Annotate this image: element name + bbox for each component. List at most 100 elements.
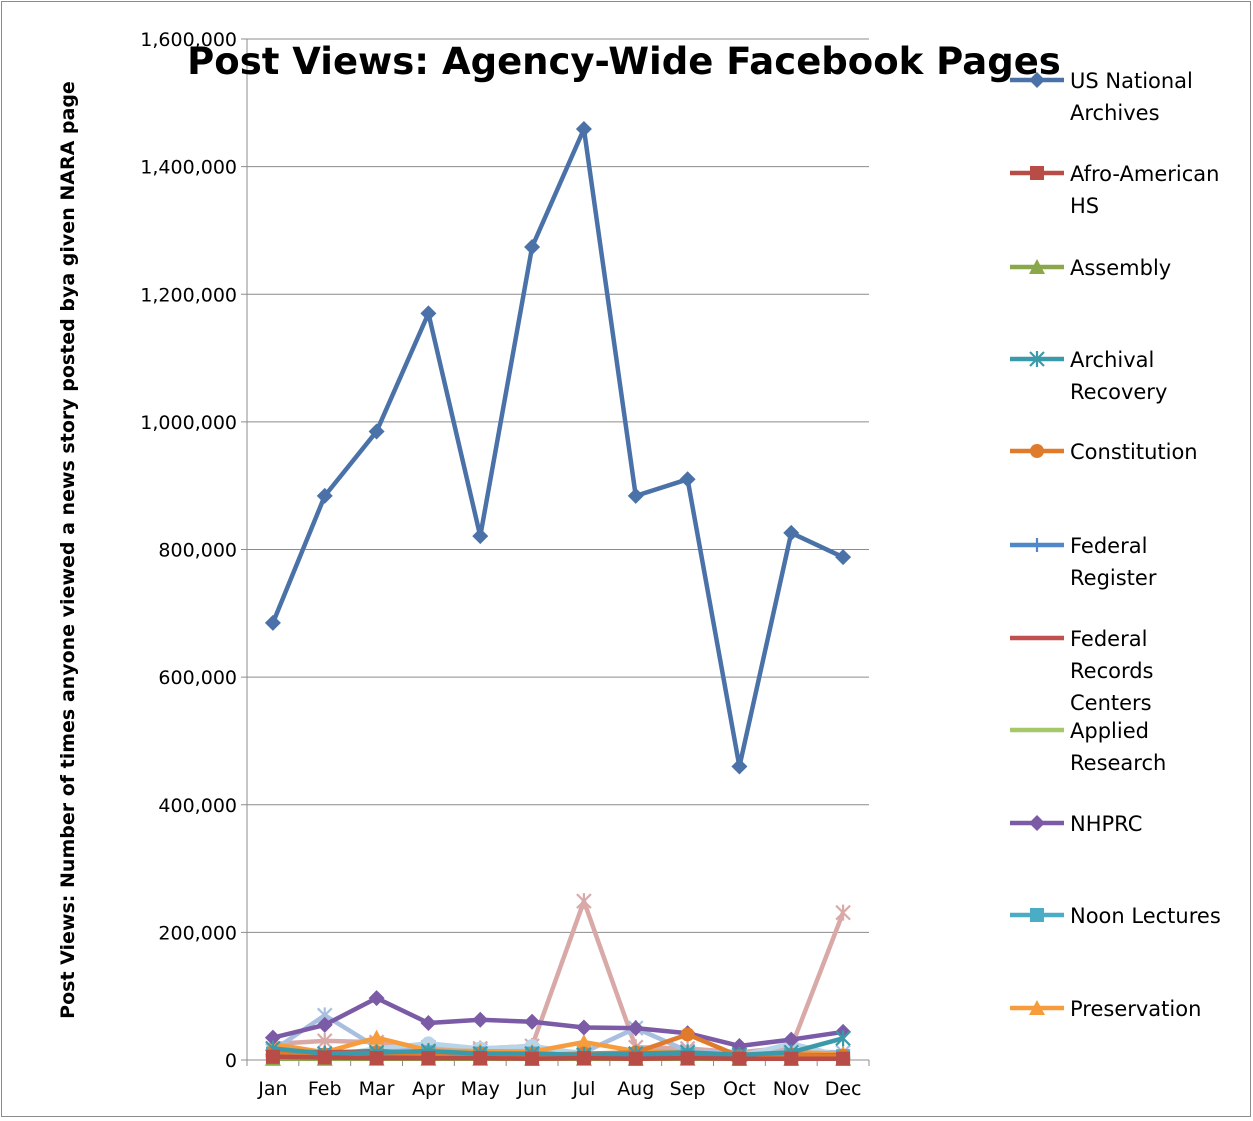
series-line [272,1036,844,1058]
data-point [1030,444,1044,458]
data-point [680,1051,695,1066]
legend-entry: US National Archives [1010,69,1193,125]
x-tick-label: Dec [825,1078,862,1100]
data-point [525,1051,540,1066]
data-point [784,1051,799,1066]
series-line [272,898,846,1055]
legend-label: Afro-American HS [1070,162,1219,218]
data-point [369,1051,384,1066]
legend-entry: Applied Research [1010,719,1166,775]
data-point [1029,259,1045,274]
data-point [627,487,644,504]
x-tick-label: Jan [257,1078,287,1100]
chart-title: Post Views: Agency-Wide Facebook Pages [187,40,1061,83]
y-tick-label: 1,000,000 [140,412,237,434]
legend-entry: Afro-American HS [1010,162,1219,218]
legend-label: US National Archives [1070,69,1193,125]
x-tick-label: Aug [617,1078,654,1100]
data-point [1029,72,1045,88]
x-tick-label: Apr [412,1078,445,1100]
y-tick-labels: 0 200,000 400,000 600,000 800,000 1,000,000 1,… [140,29,247,1072]
data-point [835,549,852,566]
gridlines [247,38,869,933]
y-tick-label: 1,600,000 [140,29,237,51]
legend-label: Preservation [1070,997,1201,1021]
data-point [524,1013,541,1030]
legend-entry: Archival Recovery [1010,348,1167,404]
series-line [270,126,845,769]
series-line [272,995,844,1049]
y-tick-label: 600,000 [158,667,237,689]
legend-entry: Federal Records Centers [1010,627,1154,715]
y-tick-label: 400,000 [158,795,237,817]
data-point [420,1014,437,1031]
legend-label: Constitution [1070,440,1198,464]
x-tick-labels: Jan Feb Mar Apr May Jun Jul Aug Sep Oct Nov Dec [246,1060,870,1100]
data-point [472,1011,489,1028]
data-point [1030,538,1044,552]
legend: US National Archives Afro-American HS Assemb… [1010,69,1221,1021]
data-point [473,1051,488,1066]
legend-label: Noon Lectures [1070,904,1221,928]
legend-label: Applied Research [1070,719,1166,775]
data-point [368,990,385,1007]
y-tick-label: 0 [225,1050,237,1072]
data-point [1029,1000,1045,1015]
data-point [421,1051,436,1066]
legend-label: Federal Records Centers [1070,627,1154,715]
data-point [368,423,385,440]
data-point [576,1051,591,1066]
x-tick-label: Oct [723,1078,756,1100]
data-point [1029,351,1045,367]
data-point [264,614,281,631]
data-point [472,528,489,545]
data-point [264,1029,281,1046]
legend-label: Assembly [1070,256,1171,280]
data-point [783,1031,800,1048]
data-point [575,120,592,137]
y-tick-label: 800,000 [158,540,237,562]
y-tick-label: 200,000 [158,922,237,944]
data-point [576,893,592,910]
x-tick-label: Mar [359,1078,395,1100]
data-point [836,1051,851,1066]
data-point [783,524,800,541]
x-tick-label: Sep [670,1078,706,1100]
data-point [316,1016,333,1033]
data-point [732,1051,747,1066]
x-tick-label: Jun [516,1078,547,1100]
data-point [368,1029,385,1045]
data-point [679,471,696,488]
data-point [317,1050,332,1065]
series-line [272,1054,844,1061]
data-point [420,305,437,322]
data-point [731,758,748,775]
legend-entry: Federal Register [1010,534,1157,590]
legend-entry: Constitution [1010,440,1198,464]
legend-entry: Preservation [1010,997,1201,1021]
series-lines [264,120,852,1066]
data-point [575,1019,592,1036]
x-tick-label: Nov [773,1078,810,1100]
legend-label: Federal Register [1070,534,1157,590]
data-point [835,904,851,921]
data-point [628,1051,643,1066]
series-0 [264,120,852,775]
data-point [524,239,541,256]
x-tick-label: Jul [571,1078,595,1100]
legend-entry: NHPRC [1010,812,1142,836]
data-point [316,487,333,504]
legend-entry: Noon Lectures [1010,904,1221,928]
data-point [1030,908,1044,922]
data-point [1030,166,1044,180]
data-point [575,1034,592,1050]
legend-label: NHPRC [1070,812,1142,836]
data-point [265,1049,280,1064]
data-point [680,1027,695,1042]
data-point [1029,815,1045,831]
y-axis-title: Post Views: Number of times anyone viewe… [57,81,79,1019]
y-tick-label: 1,200,000 [140,284,237,306]
legend-label: Archival Recovery [1070,348,1167,404]
data-point [835,1030,851,1047]
